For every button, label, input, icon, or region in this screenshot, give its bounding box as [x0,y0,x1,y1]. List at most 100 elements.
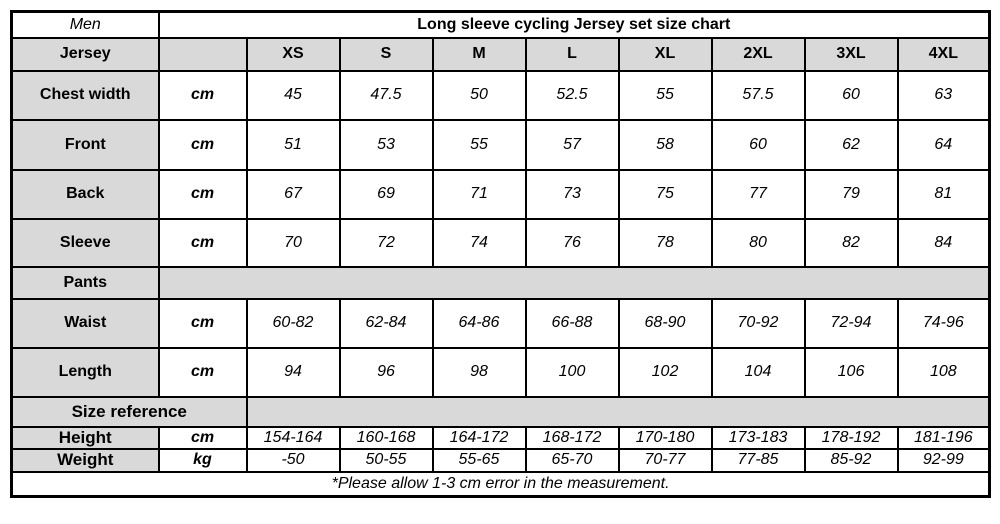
value-cell: 102 [617,346,713,398]
value-cell: 70-77 [617,447,713,473]
value-cell: 69 [338,168,434,220]
unit-cell: cm [157,168,248,220]
unit-cell: cm [157,346,248,398]
value-cell: 74 [431,217,527,268]
row-label: Height [10,425,160,450]
value-cell: 74-96 [896,297,991,349]
value-cell: 94 [245,346,341,398]
value-cell: 85-92 [803,447,899,473]
row-label: Waist [10,297,160,349]
value-cell: 71 [431,168,527,220]
size-col-header-4xl: 4XL [896,36,991,72]
value-cell: 62 [803,118,899,171]
value-cell: 72-94 [803,297,899,349]
row-label: Sleeve [10,217,160,268]
value-cell: 52.5 [524,69,620,121]
size-chart-table: Men Long sleeve cycling Jersey set size … [10,10,992,498]
size-col-header-2xl: 2XL [710,36,806,72]
value-cell: 47.5 [338,69,434,121]
section-pants-label: Pants [10,265,160,300]
table-row-chest-width: Chest width cm 45 47.5 50 52.5 55 57.5 6… [10,69,991,121]
row-label: Back [10,168,160,220]
value-cell: 45 [245,69,341,121]
value-cell: -50 [245,447,341,473]
size-reference-header-filler [245,395,991,428]
value-cell: 50 [431,69,527,121]
value-cell: 178-192 [803,425,899,450]
unit-cell: cm [157,217,248,268]
footnote-text: *Please allow 1-3 cm error in the measur… [10,470,991,498]
value-cell: 164-172 [431,425,527,450]
value-cell: 68-90 [617,297,713,349]
value-cell: 63 [896,69,991,121]
unit-cell: cm [157,425,248,450]
value-cell: 104 [710,346,806,398]
value-cell: 80 [710,217,806,268]
size-col-header-3xl: 3XL [803,36,899,72]
value-cell: 57.5 [710,69,806,121]
unit-cell: cm [157,118,248,171]
value-cell: 53 [338,118,434,171]
value-cell: 51 [245,118,341,171]
value-cell: 154-164 [245,425,341,450]
value-cell: 72 [338,217,434,268]
value-cell: 58 [617,118,713,171]
value-cell: 66-88 [524,297,620,349]
size-col-header-l: L [524,36,620,72]
value-cell: 170-180 [617,425,713,450]
value-cell: 79 [803,168,899,220]
size-col-header-m: M [431,36,527,72]
value-cell: 70 [245,217,341,268]
size-col-header-s: S [338,36,434,72]
value-cell: 64-86 [431,297,527,349]
row-label: Chest width [10,69,160,121]
value-cell: 92-99 [896,447,991,473]
pants-header-filler [157,265,991,300]
value-cell: 76 [524,217,620,268]
value-cell: 60 [710,118,806,171]
value-cell: 73 [524,168,620,220]
table-row-back: Back cm 67 69 71 73 75 77 79 81 [10,168,991,220]
row-label: Front [10,118,160,171]
value-cell: 173-183 [710,425,806,450]
value-cell: 98 [431,346,527,398]
row-label: Length [10,346,160,398]
table-row-weight: Weight kg -50 50-55 55-65 65-70 70-77 77… [10,447,991,473]
value-cell: 57 [524,118,620,171]
table-row-height: Height cm 154-164 160-168 164-172 168-17… [10,425,991,450]
empty-unit-header-cell [157,36,248,72]
value-cell: 62-84 [338,297,434,349]
table-row-front: Front cm 51 53 55 57 58 60 62 64 [10,118,991,171]
table-row-length: Length cm 94 96 98 100 102 104 106 108 [10,346,991,398]
value-cell: 64 [896,118,991,171]
unit-cell: kg [157,447,248,473]
value-cell: 84 [896,217,991,268]
value-cell: 106 [803,346,899,398]
value-cell: 70-92 [710,297,806,349]
size-reference-header-row: Size reference [10,395,991,428]
value-cell: 168-172 [524,425,620,450]
section-jersey-label: Jersey [10,36,160,72]
value-cell: 181-196 [896,425,991,450]
value-cell: 55 [617,69,713,121]
value-cell: 77 [710,168,806,220]
value-cell: 75 [617,168,713,220]
value-cell: 108 [896,346,991,398]
value-cell: 67 [245,168,341,220]
value-cell: 55 [431,118,527,171]
footnote-row: *Please allow 1-3 cm error in the measur… [10,470,991,498]
row-label: Weight [10,447,160,473]
value-cell: 96 [338,346,434,398]
size-col-header-xl: XL [617,36,713,72]
jersey-header-row: Jersey XS S M L XL 2XL 3XL 4XL [10,36,991,72]
gender-label: Men [10,10,160,39]
chart-title: Long sleeve cycling Jersey set size char… [157,10,991,39]
table-row-waist: Waist cm 60-82 62-84 64-86 66-88 68-90 7… [10,297,991,349]
value-cell: 82 [803,217,899,268]
value-cell: 50-55 [338,447,434,473]
table-row-sleeve: Sleeve cm 70 72 74 76 78 80 82 84 [10,217,991,268]
title-row: Men Long sleeve cycling Jersey set size … [10,10,991,39]
pants-header-row: Pants [10,265,991,300]
value-cell: 60-82 [245,297,341,349]
